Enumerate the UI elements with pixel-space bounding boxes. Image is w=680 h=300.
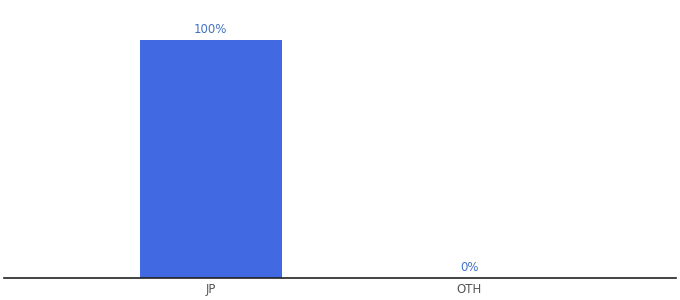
Text: 0%: 0% xyxy=(460,261,479,274)
Bar xyxy=(140,40,282,278)
Text: 100%: 100% xyxy=(194,23,228,36)
